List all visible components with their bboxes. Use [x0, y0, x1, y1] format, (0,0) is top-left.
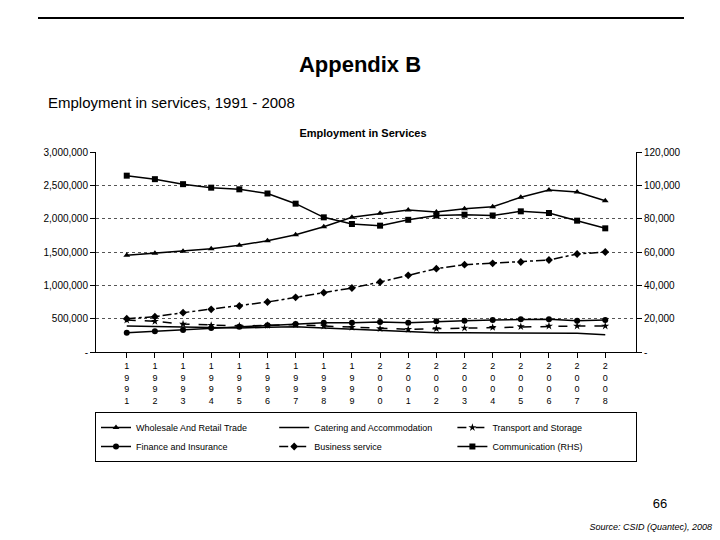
svg-text:1995: 1995 — [237, 361, 242, 406]
svg-text:1996: 1996 — [265, 361, 270, 406]
svg-text:2,500,000: 2,500,000 — [44, 180, 89, 191]
html-text:Source: CSID (Quantec), 2008: Source: CSID (Quantec), 2008 — [589, 522, 712, 532]
svg-text:Wholesale And Retail Trade: Wholesale And Retail Trade — [136, 423, 247, 433]
svg-text:-: - — [85, 347, 88, 358]
svg-text:2000: 2000 — [378, 361, 383, 406]
svg-text:1991: 1991 — [124, 361, 129, 406]
svg-text:Business service: Business service — [314, 442, 382, 452]
svg-text:2007: 2007 — [575, 361, 580, 406]
svg-text:2001: 2001 — [406, 361, 411, 406]
svg-text:40,000: 40,000 — [644, 280, 675, 291]
svg-text:120,000: 120,000 — [644, 147, 681, 158]
svg-text:Communication (RHS): Communication (RHS) — [492, 442, 582, 452]
svg-text:Employment in Services: Employment in Services — [299, 127, 426, 139]
svg-text:2002: 2002 — [434, 361, 439, 406]
svg-text:2003: 2003 — [462, 361, 467, 406]
svg-text:1997: 1997 — [293, 361, 298, 406]
svg-text:1993: 1993 — [181, 361, 186, 406]
svg-text:1,500,000: 1,500,000 — [44, 247, 89, 258]
svg-text:-: - — [644, 347, 647, 358]
svg-text:Transport and Storage: Transport and Storage — [492, 423, 582, 433]
html-text:66: 66 — [652, 496, 668, 511]
svg-text:2008: 2008 — [603, 361, 608, 406]
svg-text:2005: 2005 — [518, 361, 523, 406]
html-text:Employment in services, 1991 -: Employment in services, 1991 - 2008 — [48, 94, 295, 111]
svg-text:3,000,000: 3,000,000 — [44, 147, 89, 158]
html-text:Appendix B: Appendix B — [298, 52, 422, 77]
svg-text:Finance and Insurance: Finance and Insurance — [136, 442, 228, 452]
svg-text:Catering and Accommodation: Catering and Accommodation — [314, 423, 432, 433]
svg-text:1998: 1998 — [321, 361, 326, 406]
svg-text:1992: 1992 — [152, 361, 157, 406]
svg-text:2,000,000: 2,000,000 — [44, 213, 89, 224]
svg-text:100,000: 100,000 — [644, 180, 681, 191]
svg-text:500,000: 500,000 — [52, 313, 89, 324]
svg-text:1,000,000: 1,000,000 — [44, 280, 89, 291]
svg-text:2004: 2004 — [490, 361, 495, 406]
svg-text:2006: 2006 — [546, 361, 551, 406]
svg-text:1994: 1994 — [209, 361, 214, 406]
svg-text:20,000: 20,000 — [644, 313, 675, 324]
svg-text:80,000: 80,000 — [644, 213, 675, 224]
svg-text:60,000: 60,000 — [644, 247, 675, 258]
svg-text:1999: 1999 — [349, 361, 354, 406]
